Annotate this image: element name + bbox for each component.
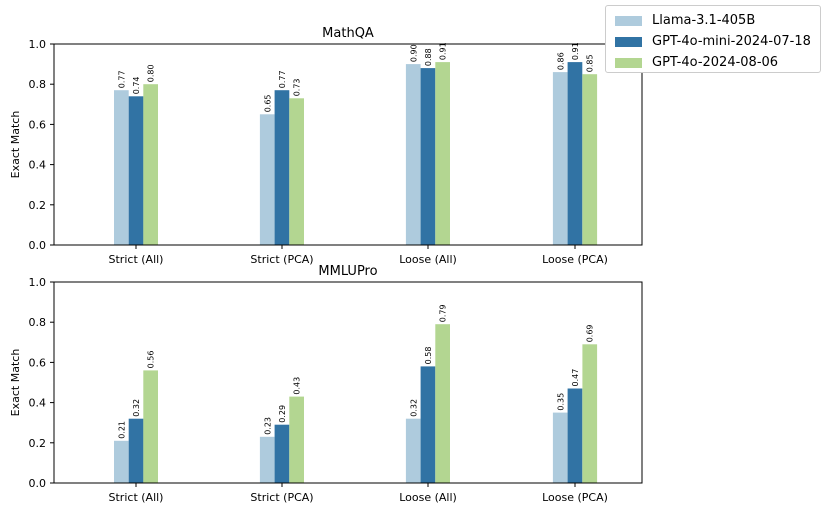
legend-swatch-gpt4o [615,57,642,68]
plot-frame [53,281,643,484]
bar [274,424,290,483]
bar-value-label: 0.58 [424,347,433,365]
bar-value-label: 0.35 [556,393,565,411]
bar-value-label: 0.86 [556,52,565,70]
bar-value-label: 0.56 [147,351,156,369]
y-tick-label: 0.6 [29,356,47,369]
y-tick-label: 1.0 [29,276,47,289]
bar-value-label: 0.32 [409,399,418,417]
x-tick-label: Loose (All) [399,253,457,266]
bar [420,366,436,483]
legend-item-llama: Llama-3.1-405B [615,10,820,31]
bar-value-label: 0.65 [263,94,272,112]
y-tick-label: 0.0 [29,239,47,252]
bar [405,64,421,245]
bar-value-label: 0.88 [424,48,433,66]
legend-item-gpt4o: GPT-4o-2024-08-06 [615,52,820,73]
bar-value-label: 0.47 [571,369,580,387]
bar [552,412,568,483]
bar-value-label: 0.29 [278,405,287,423]
legend-swatch-gpt4o-mini [615,36,642,47]
legend-swatch-llama [615,15,642,26]
bar [274,90,290,245]
bar [420,68,436,245]
bar [259,114,275,245]
x-tick-label: Loose (PCA) [542,253,608,266]
bar [582,74,598,245]
x-tick-label: Strict (PCA) [250,253,313,266]
bar [143,370,158,483]
legend-item-gpt4o-mini: GPT-4o-mini-2024-07-18 [615,31,820,52]
plot-frame [53,43,643,246]
chart-title: MMLUPro [318,264,377,279]
bar-value-label: 0.90 [409,44,418,62]
bar [128,96,144,245]
y-tick-label: 0.8 [29,316,47,329]
y-tick-label: 0.4 [29,397,47,410]
x-tick-label: Strict (All) [109,253,164,266]
bar [143,84,158,245]
bar-value-label: 0.79 [439,304,448,322]
bar [289,98,304,245]
chart-title: MathQA [322,26,374,41]
bar [567,388,583,483]
y-tick-label: 0.2 [29,199,47,212]
bar-value-label: 0.77 [117,70,126,88]
bar [289,396,304,483]
bar-value-label: 0.21 [117,421,126,439]
y-axis-label: Exact Match [9,349,22,417]
bar [435,62,450,245]
bar [128,418,144,483]
bar-value-label: 0.32 [132,399,141,417]
x-tick-label: Strict (All) [109,491,164,504]
bar-value-label: 0.85 [586,54,595,72]
bar [435,324,450,483]
bar-value-label: 0.74 [132,76,141,94]
y-tick-label: 1.0 [29,38,47,51]
chart-panel-1: 0.77 0.65 0.90 0.86 0.74 0.77 0.88 0.91 0.80 0.73… [9,26,643,266]
x-tick-label: Loose (All) [399,491,457,504]
legend-label-gpt4o-mini: GPT-4o-mini-2024-07-18 [652,34,811,49]
legend-label-llama: Llama-3.1-405B [652,13,756,28]
y-tick-label: 0.8 [29,78,47,91]
bar [582,344,598,483]
bar-value-label: 0.91 [439,42,448,60]
chart-legend: Llama-3.1-405B GPT-4o-mini-2024-07-18 GP… [605,5,821,73]
y-axis-label: Exact Match [9,111,22,179]
x-tick-label: Loose (PCA) [542,491,608,504]
bar [552,72,568,245]
bar [259,436,275,483]
bar [114,440,129,483]
chart-panel-2: 0.21 0.23 0.32 0.35 0.32 0.29 0.58 0.47 0.56 0.43… [9,264,643,504]
bar-value-label: 0.43 [293,377,302,395]
x-tick-label: Strict (PCA) [250,491,313,504]
bar-value-label: 0.23 [263,417,272,435]
bar [405,418,421,483]
bar-value-label: 0.80 [147,64,156,82]
bar [567,62,583,245]
bar-value-label: 0.77 [278,70,287,88]
bar-value-label: 0.91 [571,42,580,60]
y-tick-label: 0.0 [29,477,47,490]
y-tick-label: 0.6 [29,118,47,131]
y-tick-label: 0.4 [29,159,47,172]
legend-label-gpt4o: GPT-4o-2024-08-06 [652,55,779,70]
y-tick-label: 0.2 [29,437,47,450]
bar [114,90,129,245]
bar-value-label: 0.73 [293,78,302,96]
bar-value-label: 0.69 [586,324,595,342]
